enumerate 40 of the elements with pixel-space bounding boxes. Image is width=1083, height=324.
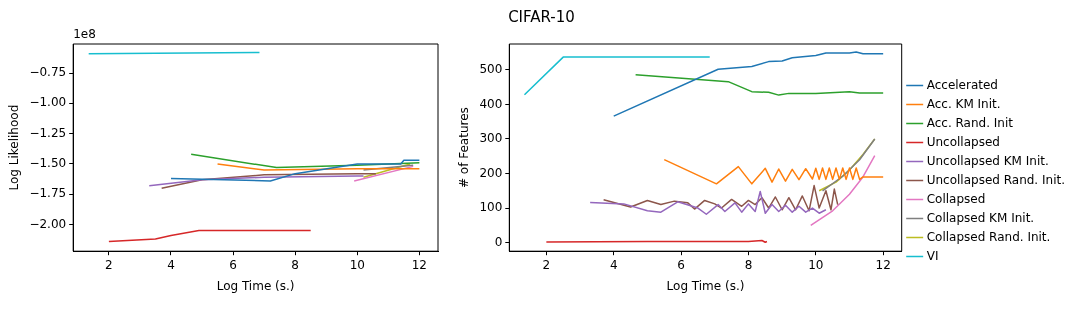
legend-label: Accelerated [926, 77, 998, 92]
y-tick-label: −0.75 [29, 65, 67, 80]
legend-label: Collapsed KM Init. [926, 210, 1035, 225]
y-tick-label: 400 [479, 96, 503, 111]
y-tick-label: 200 [479, 165, 503, 180]
y-axis-title: # of Features [457, 107, 472, 189]
legend-label: Uncollapsed Rand. Init. [926, 172, 1065, 187]
x-tick-label: 8 [291, 257, 299, 272]
legend-label: Acc. KM Init. [926, 96, 1001, 111]
y-tick-label: −2.00 [29, 216, 67, 231]
legend-label: VI [926, 248, 939, 263]
legend-label: Acc. Rand. Init [926, 115, 1014, 130]
text: 1e8 [73, 27, 96, 42]
y-tick-label: −1.50 [29, 156, 67, 171]
x-tick-label: 12 [411, 257, 428, 272]
x-axis-title: Log Time (s.) [216, 278, 295, 293]
x-tick-label: 4 [609, 257, 618, 272]
x-tick-label: 10 [808, 257, 824, 272]
y-tick-label: 0 [494, 234, 503, 249]
legend-label: Collapsed Rand. Init. [926, 229, 1051, 244]
x-tick-label: 2 [542, 257, 551, 272]
x-tick-label: 2 [105, 257, 113, 272]
legend-label: Uncollapsed [926, 134, 1000, 149]
legend-label: Collapsed [926, 191, 986, 206]
x-tick-label: 6 [229, 257, 237, 272]
y-tick-label: −1.75 [29, 186, 67, 201]
legend-label: Uncollapsed KM Init. [926, 153, 1049, 168]
x-axis-title: Log Time (s.) [666, 278, 745, 293]
y-tick-label: −1.25 [29, 125, 67, 140]
chart-title: CIFAR-10 [507, 8, 576, 26]
y-tick-label: 500 [479, 62, 503, 77]
y-axis-title: Log Likelihood [7, 104, 22, 191]
x-tick-label: 6 [677, 257, 685, 272]
x-tick-label: 12 [875, 257, 891, 272]
x-tick-label: 10 [349, 257, 365, 272]
x-tick-label: 4 [167, 257, 175, 272]
y-tick-label: −1.00 [29, 95, 67, 110]
y-tick-label: 300 [479, 131, 503, 146]
x-tick-label: 8 [744, 257, 753, 272]
y-tick-label: 100 [479, 200, 503, 215]
